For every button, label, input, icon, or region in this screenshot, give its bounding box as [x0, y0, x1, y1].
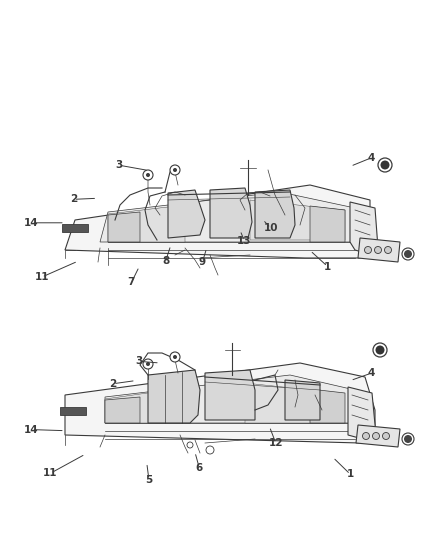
- Circle shape: [170, 165, 180, 175]
- Text: 10: 10: [263, 223, 278, 233]
- Circle shape: [404, 250, 412, 258]
- Polygon shape: [310, 389, 345, 423]
- Text: 5: 5: [145, 475, 152, 484]
- Circle shape: [143, 359, 153, 369]
- Circle shape: [363, 432, 370, 440]
- Circle shape: [173, 355, 177, 359]
- Polygon shape: [108, 205, 185, 242]
- Polygon shape: [205, 370, 255, 420]
- Polygon shape: [356, 425, 400, 447]
- Text: 7: 7: [128, 278, 135, 287]
- Polygon shape: [358, 238, 400, 262]
- Text: 14: 14: [24, 218, 39, 228]
- Text: 1: 1: [324, 262, 331, 271]
- Circle shape: [375, 345, 385, 354]
- Polygon shape: [60, 407, 86, 415]
- Polygon shape: [62, 224, 88, 232]
- Circle shape: [146, 362, 150, 366]
- Circle shape: [173, 168, 177, 172]
- Polygon shape: [350, 202, 378, 255]
- Polygon shape: [105, 387, 190, 423]
- Polygon shape: [250, 200, 345, 240]
- Polygon shape: [245, 383, 340, 423]
- Circle shape: [374, 246, 381, 254]
- Polygon shape: [65, 185, 380, 258]
- Polygon shape: [285, 380, 320, 420]
- Circle shape: [385, 246, 392, 254]
- Text: 6: 6: [196, 463, 203, 473]
- Text: 2: 2: [110, 379, 117, 389]
- Circle shape: [146, 173, 150, 177]
- Polygon shape: [255, 190, 295, 238]
- Text: 1: 1: [347, 470, 354, 479]
- Circle shape: [404, 435, 412, 443]
- Text: 11: 11: [34, 272, 49, 282]
- Text: 3: 3: [136, 357, 143, 366]
- Text: 2: 2: [70, 195, 77, 204]
- Text: 14: 14: [24, 425, 39, 434]
- Circle shape: [382, 432, 389, 440]
- Circle shape: [170, 352, 180, 362]
- Polygon shape: [105, 397, 140, 423]
- Polygon shape: [210, 188, 252, 238]
- Circle shape: [364, 246, 371, 254]
- Circle shape: [372, 432, 379, 440]
- Text: 8: 8: [162, 256, 169, 266]
- Polygon shape: [65, 363, 375, 443]
- Circle shape: [143, 170, 153, 180]
- Text: 4: 4: [368, 368, 375, 378]
- Text: 4: 4: [368, 153, 375, 163]
- Text: 13: 13: [237, 236, 252, 246]
- Polygon shape: [108, 212, 140, 242]
- Text: 3: 3: [116, 160, 123, 170]
- Polygon shape: [100, 192, 355, 242]
- Text: 11: 11: [43, 469, 58, 478]
- Circle shape: [381, 160, 389, 169]
- Polygon shape: [310, 206, 345, 242]
- Text: 12: 12: [268, 439, 283, 448]
- Polygon shape: [148, 370, 200, 423]
- Circle shape: [206, 446, 214, 454]
- Text: 9: 9: [199, 257, 206, 267]
- Polygon shape: [168, 190, 205, 238]
- Circle shape: [187, 442, 193, 448]
- Polygon shape: [105, 375, 355, 423]
- Polygon shape: [348, 387, 376, 441]
